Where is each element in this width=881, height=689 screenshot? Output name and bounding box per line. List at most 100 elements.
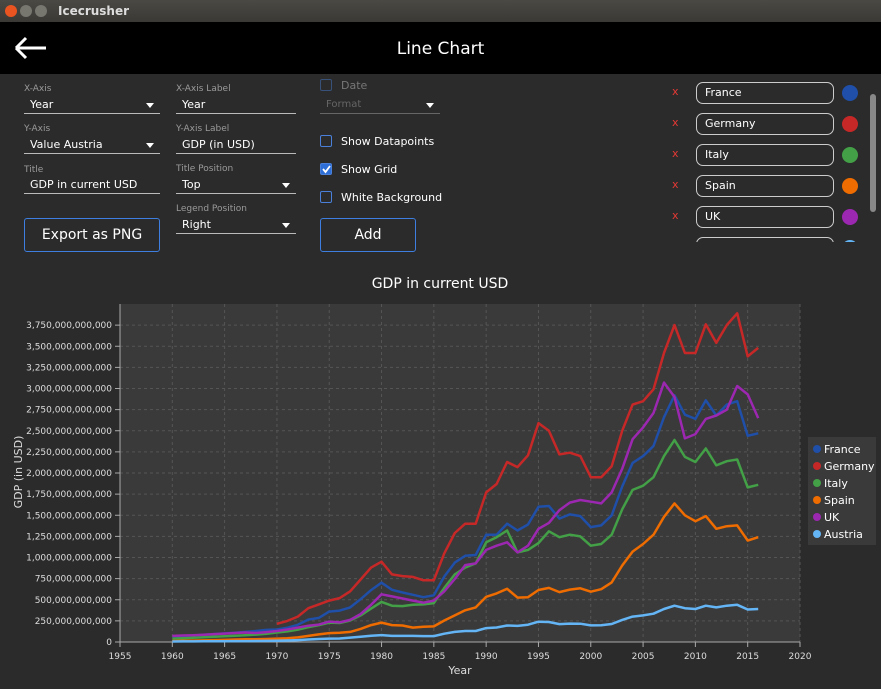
color-picker[interactable] bbox=[842, 116, 858, 132]
x-axis-label: Year bbox=[447, 664, 472, 677]
title-position-select[interactable]: Top bbox=[176, 176, 296, 194]
export-button[interactable]: Export as PNG bbox=[24, 218, 160, 252]
y-tick-label: 2,000,000,000,000 bbox=[26, 469, 112, 479]
y-tick-label: 3,000,000,000,000 bbox=[26, 385, 112, 395]
y-tick-label: 1,750,000,000,000 bbox=[26, 490, 112, 500]
y-tick-label: 3,500,000,000,000 bbox=[26, 342, 112, 352]
legend-label: Austria bbox=[824, 528, 863, 541]
y-tick-label: 750,000,000,000 bbox=[35, 575, 113, 585]
checkbox[interactable] bbox=[320, 163, 332, 175]
checkbox-label: Show Grid bbox=[341, 163, 398, 176]
legend-swatch bbox=[813, 479, 821, 487]
x-tick-label: 1960 bbox=[161, 652, 184, 662]
series-line bbox=[172, 394, 759, 639]
x-tick-label: 1980 bbox=[370, 652, 393, 662]
window-title: Icecrusher bbox=[58, 4, 130, 18]
y-tick-label: 1,000,000,000,000 bbox=[26, 554, 112, 564]
back-button[interactable] bbox=[14, 36, 48, 60]
legend-label: Germany bbox=[824, 460, 875, 473]
series-name-input[interactable]: Austria bbox=[696, 237, 834, 242]
y-tick-label: 250,000,000,000 bbox=[35, 617, 113, 627]
legend-swatch bbox=[813, 496, 821, 504]
legend-label: Spain bbox=[824, 494, 855, 507]
series-line bbox=[276, 312, 759, 626]
remove-button[interactable]: x bbox=[672, 209, 679, 222]
y-axis-label: GDP (in USD) bbox=[12, 436, 25, 509]
field-label: Legend Position bbox=[176, 204, 247, 214]
series-line bbox=[172, 502, 759, 643]
y-tick-label: 0 bbox=[106, 638, 112, 648]
x-label-input[interactable]: Year bbox=[176, 96, 296, 114]
add-button[interactable]: Add bbox=[320, 218, 416, 252]
field-label: Title bbox=[24, 165, 44, 175]
x-tick-label: 1955 bbox=[109, 652, 132, 662]
checkbox-label: White Background bbox=[341, 191, 443, 204]
y-label-input[interactable]: GDP (in USD) bbox=[176, 136, 296, 154]
x-tick-label: 2005 bbox=[632, 652, 655, 662]
series-line bbox=[172, 381, 760, 638]
series-name-input[interactable]: UK bbox=[696, 206, 834, 228]
x-tick-label: 2015 bbox=[736, 652, 759, 662]
y-tick-label: 2,250,000,000,000 bbox=[26, 448, 112, 458]
color-picker[interactable] bbox=[842, 147, 858, 163]
x-tick-label: 1985 bbox=[422, 652, 445, 662]
legend-label: UK bbox=[824, 511, 840, 524]
x-tick-label: 2010 bbox=[684, 652, 707, 662]
series-name-input[interactable]: Italy bbox=[696, 144, 834, 166]
x-tick-label: 2020 bbox=[789, 652, 812, 662]
series-name-input[interactable]: Germany bbox=[696, 113, 834, 135]
scrollbar[interactable] bbox=[868, 80, 878, 242]
x-tick-label: 1970 bbox=[265, 652, 288, 662]
color-picker[interactable] bbox=[842, 240, 858, 242]
legend-swatch bbox=[813, 530, 821, 538]
remove-button[interactable]: x bbox=[672, 178, 679, 191]
y-tick-label: 3,250,000,000,000 bbox=[26, 363, 112, 373]
field-label: X-Axis Label bbox=[176, 84, 231, 94]
header-title: Line Chart bbox=[396, 39, 485, 59]
chart: GDP in current USD Year GDP (in USD) 0 25… bbox=[12, 276, 876, 677]
checkbox[interactable] bbox=[320, 135, 332, 147]
color-picker[interactable] bbox=[842, 178, 858, 194]
y-tick-label: 2,750,000,000,000 bbox=[26, 406, 112, 416]
color-picker[interactable] bbox=[842, 209, 858, 225]
field-label: Y-Axis Label bbox=[176, 124, 230, 134]
field-label: Title Position bbox=[176, 164, 234, 174]
y-tick-label: 3,750,000,000,000 bbox=[26, 321, 112, 331]
color-picker[interactable] bbox=[842, 85, 858, 101]
series-list: x France x Germany x Italy x Spain x UK x Austria bbox=[664, 80, 864, 242]
series-name-input[interactable]: France bbox=[696, 82, 834, 104]
title-input[interactable]: GDP in current USD bbox=[24, 176, 160, 194]
remove-button[interactable]: x bbox=[672, 116, 679, 129]
chart-title: GDP in current USD bbox=[372, 276, 509, 292]
field-label: X-Axis bbox=[24, 84, 52, 94]
window-buttons[interactable] bbox=[4, 4, 50, 18]
remove-button[interactable]: x bbox=[672, 240, 679, 242]
legend-box bbox=[808, 437, 876, 545]
legend-position-select[interactable]: Right bbox=[176, 216, 296, 234]
format-select: Format bbox=[320, 96, 440, 114]
y-tick-label: 1,500,000,000,000 bbox=[26, 511, 112, 521]
remove-button[interactable]: x bbox=[672, 85, 679, 98]
x-axis-select[interactable]: Year bbox=[24, 96, 160, 114]
legend-swatch bbox=[813, 445, 821, 453]
checkbox[interactable] bbox=[320, 191, 332, 203]
legend-swatch bbox=[813, 462, 821, 470]
x-tick-label: 1965 bbox=[213, 652, 236, 662]
series-line bbox=[172, 438, 759, 640]
x-tick-label: 2000 bbox=[579, 652, 602, 662]
header: Line Chart bbox=[0, 22, 881, 74]
field-label: Y-Axis bbox=[24, 124, 51, 134]
title-bar: Icecrusher bbox=[0, 0, 881, 22]
series-name-input[interactable]: Spain bbox=[696, 175, 834, 197]
y-axis-select[interactable]: Value Austria bbox=[24, 136, 160, 154]
checkbox[interactable] bbox=[320, 79, 332, 91]
x-tick-label: 1990 bbox=[475, 652, 498, 662]
series-line bbox=[172, 603, 759, 643]
y-tick-label: 1,250,000,000,000 bbox=[26, 532, 112, 542]
y-tick-label: 2,500,000,000,000 bbox=[26, 427, 112, 437]
x-tick-label: 1995 bbox=[527, 652, 550, 662]
remove-button[interactable]: x bbox=[672, 147, 679, 160]
legend-swatch bbox=[813, 513, 821, 521]
checkbox-label: Show Datapoints bbox=[341, 135, 435, 148]
